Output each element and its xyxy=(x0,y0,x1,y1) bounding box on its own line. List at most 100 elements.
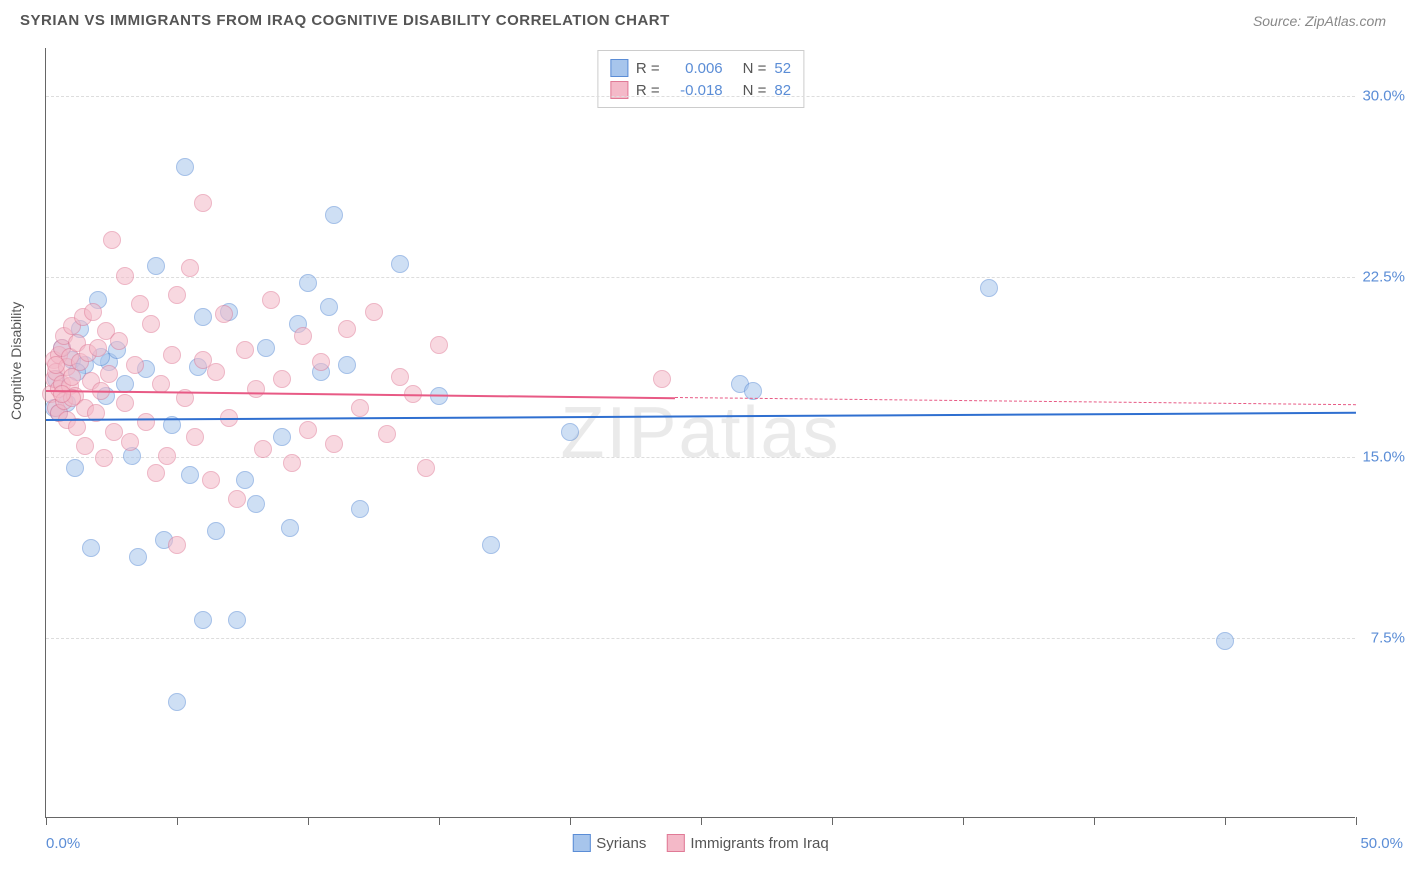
data-point xyxy=(299,274,317,292)
chart-title: SYRIAN VS IMMIGRANTS FROM IRAQ COGNITIVE… xyxy=(20,12,670,29)
data-point xyxy=(378,425,396,443)
legend-swatch xyxy=(572,834,590,852)
data-point xyxy=(338,356,356,374)
watermark: ZIPatlas xyxy=(560,392,840,474)
data-point xyxy=(281,519,299,537)
data-point xyxy=(391,255,409,273)
data-point xyxy=(228,611,246,629)
data-point xyxy=(121,433,139,451)
data-point xyxy=(66,459,84,477)
data-point xyxy=(254,440,272,458)
data-point xyxy=(482,536,500,554)
data-point xyxy=(95,449,113,467)
data-point xyxy=(207,363,225,381)
trend-line xyxy=(46,411,1356,420)
data-point xyxy=(76,437,94,455)
legend-swatch xyxy=(666,834,684,852)
x-tick xyxy=(177,817,178,825)
data-point xyxy=(82,539,100,557)
r-label: R = xyxy=(636,60,660,77)
data-point xyxy=(126,356,144,374)
data-point xyxy=(194,194,212,212)
y-tick-label: 22.5% xyxy=(1362,268,1405,285)
data-point xyxy=(152,375,170,393)
data-point xyxy=(194,611,212,629)
legend-swatch xyxy=(610,59,628,77)
data-point xyxy=(980,279,998,297)
data-point xyxy=(294,327,312,345)
trend-line xyxy=(46,390,675,399)
data-point xyxy=(273,428,291,446)
data-point xyxy=(653,370,671,388)
gridline xyxy=(46,457,1355,458)
x-tick xyxy=(701,817,702,825)
series-legend: SyriansImmigrants from Iraq xyxy=(572,834,828,852)
data-point xyxy=(247,495,265,513)
correlation-legend: R =0.006N =52R =-0.018N =82 xyxy=(597,50,804,108)
data-point xyxy=(207,522,225,540)
data-point xyxy=(257,339,275,357)
data-point xyxy=(228,490,246,508)
data-point xyxy=(351,399,369,417)
data-point xyxy=(168,286,186,304)
legend-row: R =0.006N =52 xyxy=(610,57,791,79)
data-point xyxy=(236,341,254,359)
y-tick-label: 15.0% xyxy=(1362,449,1405,466)
data-point xyxy=(116,394,134,412)
data-point xyxy=(181,466,199,484)
data-point xyxy=(299,421,317,439)
data-point xyxy=(176,158,194,176)
x-max-label: 50.0% xyxy=(1360,835,1403,852)
data-point xyxy=(103,231,121,249)
data-point xyxy=(168,693,186,711)
source-credit: Source: ZipAtlas.com xyxy=(1253,13,1386,29)
x-tick xyxy=(1225,817,1226,825)
data-point xyxy=(168,536,186,554)
data-point xyxy=(351,500,369,518)
x-tick xyxy=(963,817,964,825)
data-point xyxy=(215,305,233,323)
data-point xyxy=(325,206,343,224)
data-point xyxy=(202,471,220,489)
legend-row: R =-0.018N =82 xyxy=(610,79,791,101)
data-point xyxy=(247,380,265,398)
gridline xyxy=(46,638,1355,639)
data-point xyxy=(163,346,181,364)
data-point xyxy=(561,423,579,441)
data-point xyxy=(325,435,343,453)
data-point xyxy=(53,385,71,403)
data-point xyxy=(100,365,118,383)
data-point xyxy=(129,548,147,566)
x-tick xyxy=(1094,817,1095,825)
gridline xyxy=(46,277,1355,278)
x-tick xyxy=(46,817,47,825)
x-tick xyxy=(308,817,309,825)
data-point xyxy=(147,257,165,275)
data-point xyxy=(430,336,448,354)
data-point xyxy=(283,454,301,472)
data-point xyxy=(116,267,134,285)
data-point xyxy=(181,259,199,277)
y-tick-label: 30.0% xyxy=(1362,88,1405,105)
data-point xyxy=(137,413,155,431)
data-point xyxy=(194,308,212,326)
data-point xyxy=(391,368,409,386)
x-tick xyxy=(1356,817,1357,825)
data-point xyxy=(142,315,160,333)
data-point xyxy=(147,464,165,482)
r-value: 0.006 xyxy=(668,60,723,77)
data-point xyxy=(131,295,149,313)
x-tick xyxy=(570,817,571,825)
data-point xyxy=(338,320,356,338)
x-min-label: 0.0% xyxy=(46,835,80,852)
trend-line xyxy=(675,397,1356,405)
data-point xyxy=(186,428,204,446)
data-point xyxy=(89,339,107,357)
data-point xyxy=(47,356,65,374)
legend-item: Immigrants from Iraq xyxy=(666,834,828,852)
data-point xyxy=(312,353,330,371)
x-tick xyxy=(832,817,833,825)
y-axis-label: Cognitive Disability xyxy=(8,302,24,420)
x-tick xyxy=(439,817,440,825)
scatter-chart: ZIPatlas R =0.006N =52R =-0.018N =82 Syr… xyxy=(45,48,1355,818)
